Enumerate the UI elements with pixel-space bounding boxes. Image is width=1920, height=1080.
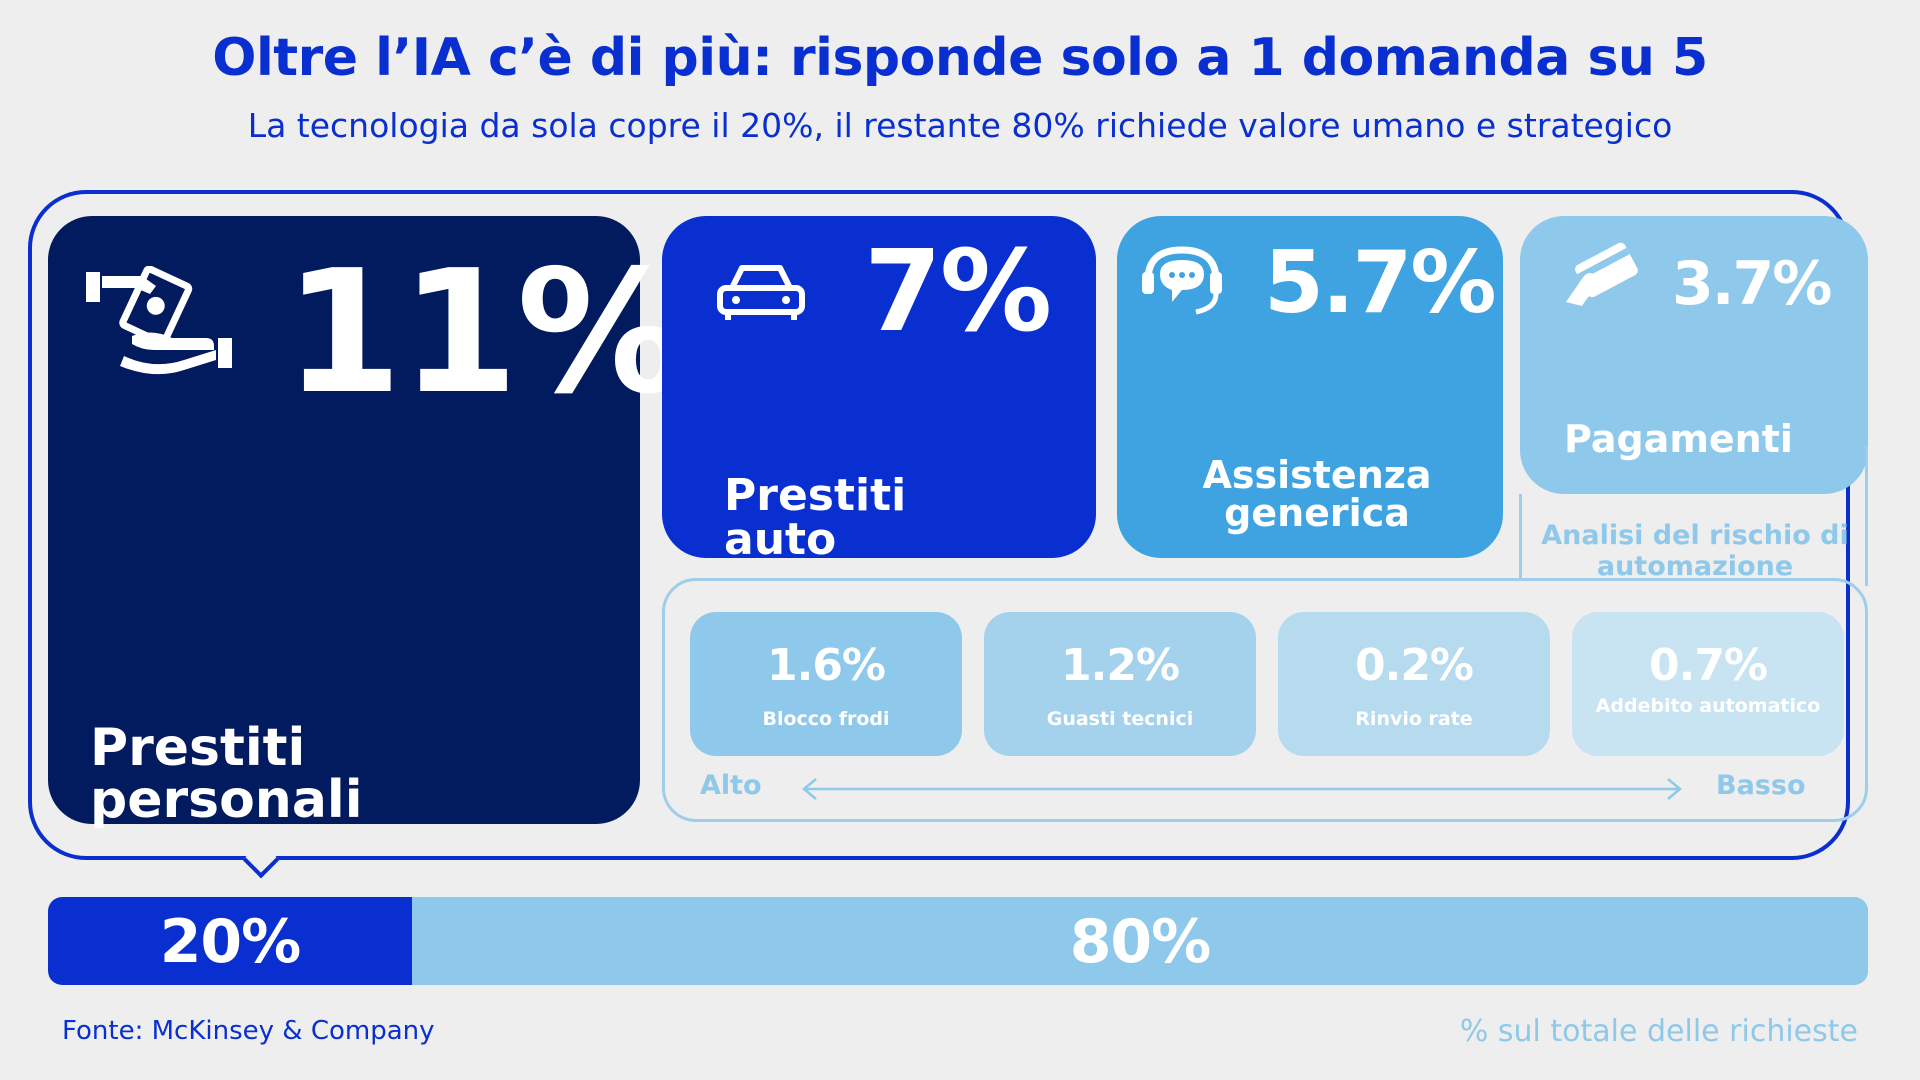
source-note: Fonte: McKinsey & Company — [62, 1016, 435, 1046]
risk-item-rinvio-rate: 0.2% Rinvio rate — [1278, 612, 1550, 756]
hand-money-icon — [86, 265, 232, 380]
split-bar-label-ai: 20% — [159, 907, 302, 977]
scale-high-label: Alto — [700, 770, 762, 801]
pct-prestiti-personali: 11% — [284, 234, 687, 432]
risk-item-label: Guasti tecnici — [1046, 708, 1194, 730]
risk-item-addebito-automatico: 0.7% Addebito automatico — [1572, 612, 1844, 756]
headset-chat-icon — [1140, 244, 1224, 322]
risk-panel-connector-right — [1865, 446, 1868, 586]
card-hand-icon — [1562, 240, 1646, 320]
chart-subtitle: La tecnologia da sola copre il 20%, il r… — [247, 106, 1673, 145]
risk-item-label: Addebito automatico — [1595, 695, 1821, 717]
risk-item-blocco-frodi: 1.6% Blocco frodi — [690, 612, 962, 756]
frame-border — [28, 190, 1850, 860]
risk-item-label: Blocco frodi — [762, 708, 890, 730]
risk-item-value: 1.2% — [1060, 640, 1180, 691]
risk-item-label: Rinvio rate — [1355, 708, 1473, 730]
label-prestiti-personali: Prestiti personali — [90, 718, 363, 830]
split-bar-segment-human — [412, 897, 1868, 985]
pct-prestiti-auto: 7% — [864, 227, 1052, 357]
tile-prestiti-auto — [662, 216, 1096, 558]
label-pagamenti: Pagamenti — [1564, 417, 1793, 461]
risk-item-value: 1.6% — [766, 640, 886, 691]
pct-assistenza-generica: 5.7% — [1264, 233, 1497, 333]
risk-item-guasti-tecnici: 1.2% Guasti tecnici — [984, 612, 1256, 756]
tile-prestiti-personali — [48, 216, 640, 824]
label-assistenza-generica: Assistenza generica — [1202, 453, 1432, 535]
chart-title: Oltre l’IA c’è di più: risponde solo a 1… — [212, 28, 1708, 88]
risk-panel-connector — [1519, 494, 1522, 580]
double-arrow-icon — [800, 776, 1684, 806]
risk-analysis-title: Analisi del rischio di automazione — [1541, 520, 1849, 583]
pct-pagamenti: 3.7% — [1672, 249, 1832, 319]
risk-item-value: 0.2% — [1354, 640, 1474, 691]
risk-panel-border — [662, 578, 1868, 822]
tile-pagamenti — [1520, 216, 1868, 494]
split-bar: 20% 80% — [48, 897, 1868, 985]
unit-note: % sul totale delle richieste — [1459, 1014, 1858, 1049]
split-bar-label-human: 80% — [1069, 907, 1212, 977]
scale-low-label: Basso — [1716, 770, 1806, 801]
label-prestiti-auto: Prestiti auto — [724, 470, 907, 565]
risk-item-value: 0.7% — [1648, 640, 1768, 691]
car-icon — [716, 262, 806, 326]
split-bar-segment-ai — [48, 897, 412, 985]
